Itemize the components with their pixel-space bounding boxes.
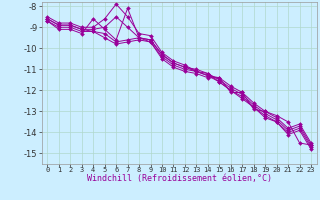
X-axis label: Windchill (Refroidissement éolien,°C): Windchill (Refroidissement éolien,°C): [87, 174, 272, 183]
